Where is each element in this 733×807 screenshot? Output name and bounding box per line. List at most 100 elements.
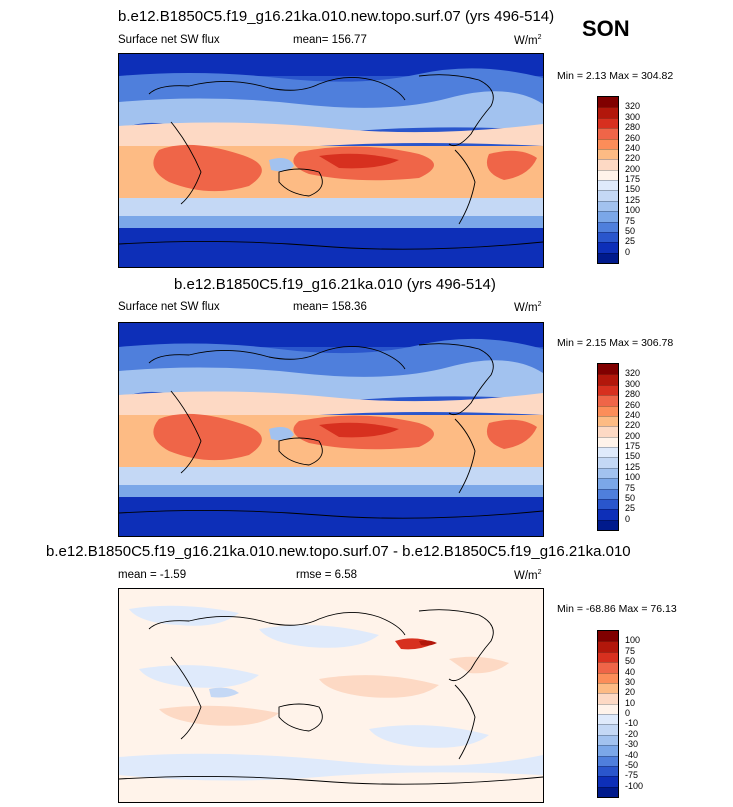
- panel3-colorbar-swatch: [598, 662, 618, 673]
- panel2-colorbar-tick: 50: [625, 492, 636, 503]
- panel3-colorbar-tick: 10: [625, 697, 636, 708]
- panel2-colorbar-tick: 0: [625, 513, 631, 524]
- panel1-units: W/m2: [514, 34, 542, 47]
- panel2-title: b.e12.B1850C5.f19_g16.21ka.010 (yrs 496-…: [174, 276, 496, 293]
- panel1-colorbar-tick: 320: [625, 101, 641, 112]
- panel2-colorbar-tick: 150: [625, 451, 641, 462]
- panel2-colorbar-swatch: [598, 426, 618, 437]
- panel1-colorbar-swatch: [598, 97, 618, 108]
- panel2-colorbar-tick: 25: [625, 503, 636, 514]
- panel1-colorbar-tick: 25: [625, 236, 636, 247]
- panel1-colorbar-tick: 240: [625, 142, 641, 153]
- panel2-units: W/m2: [514, 301, 542, 314]
- panel2-colorbar-tick: 280: [625, 389, 641, 400]
- season-label: SON: [582, 16, 630, 41]
- panel1-colorbar-swatch: [598, 138, 618, 149]
- panel2-colorbar-tick: 175: [625, 441, 641, 451]
- panel1-colorbar-tick: 100: [625, 205, 641, 216]
- panel2-colorbar-tick: 125: [625, 461, 641, 472]
- panel1-variable: Surface net SW flux: [118, 34, 220, 46]
- panel1-colorbar-tick: 0: [625, 246, 631, 257]
- panel3-colorbar-tick: 30: [625, 676, 636, 687]
- panel1-colorbar-tick: 200: [625, 163, 641, 174]
- panel2-colorbar-swatch: [598, 519, 618, 530]
- panel3-colorbar-swatch: [598, 734, 618, 746]
- panel3-mean: mean = -1.59: [118, 569, 187, 581]
- panel1-colorbar-swatch: [598, 128, 618, 139]
- panel2-colorbar-swatch: [598, 498, 618, 510]
- panel2-colorbar-swatch: [598, 509, 618, 520]
- panel1-colorbar-swatch: [598, 169, 618, 180]
- panel3-colorbar-tick: -40: [625, 749, 639, 760]
- panel1-colorbar-swatch: [598, 211, 618, 222]
- panel3-colorbar-swatch: [598, 651, 618, 663]
- panel3-colorbar-tick: 50: [625, 656, 636, 667]
- panel2-colorbar-swatch: [598, 405, 618, 416]
- panel3-colorbar-tick: 0: [625, 708, 631, 718]
- panel1-colorbar-swatch: [598, 231, 618, 243]
- panel3-colorbar-swatch: [598, 682, 618, 694]
- panel2-colorbar-tick: 260: [625, 399, 641, 410]
- panel2-colorbar-tick: 75: [625, 482, 636, 493]
- panel2-colorbar-swatch: [598, 447, 618, 458]
- panel1-colorbar-tick: 175: [625, 174, 641, 184]
- panel1-colorbar-swatch: [598, 242, 618, 253]
- panel3-colorbar-tick: 75: [625, 645, 636, 656]
- panel1-map: [118, 53, 544, 268]
- panel3-colorbar-tick: 40: [625, 666, 636, 677]
- panel1-colorbar-swatch: [598, 117, 618, 129]
- panel2-colorbar-tick: 100: [625, 472, 641, 483]
- panel2-colorbar-swatch: [598, 395, 618, 406]
- panel1-colorbar-swatch: [598, 252, 618, 263]
- panel3-colorbar-swatch: [598, 631, 618, 642]
- panel2-mean: mean= 158.36: [293, 301, 367, 313]
- panel2-colorbar-tick: 240: [625, 409, 641, 420]
- panel3-map: [118, 588, 544, 803]
- panel2-colorbar-swatch: [598, 415, 618, 427]
- panel2-colorbar-swatch: [598, 467, 618, 479]
- panel2-colorbar-tick: 300: [625, 378, 641, 389]
- panel1-colorbar-tick: 260: [625, 132, 641, 143]
- panel2-colorbar-swatch: [598, 374, 618, 385]
- panel3-colorbar-swatch: [598, 714, 618, 725]
- panel2-map: [118, 322, 544, 537]
- panel1-colorbar-swatch: [598, 190, 618, 201]
- panel2-colorbar-swatch: [598, 478, 618, 489]
- panel3-colorbar-swatch: [598, 693, 618, 704]
- panel1-colorbar-tick: 220: [625, 153, 641, 164]
- panel1-colorbar-tick: 125: [625, 194, 641, 205]
- panel3-units: W/m2: [514, 569, 542, 582]
- panel2-colorbar: [597, 363, 619, 531]
- panel3-colorbar: [597, 630, 619, 798]
- panel1-field: [119, 54, 543, 267]
- panel3-colorbar-swatch: [598, 672, 618, 683]
- panel1-colorbar-swatch: [598, 200, 618, 212]
- panel2-colorbar-swatch: [598, 436, 618, 447]
- panel3-rmse: rmse = 6.58: [296, 569, 358, 581]
- panel2-colorbar-swatch: [598, 488, 618, 499]
- panel3-colorbar-swatch: [598, 786, 618, 797]
- panel3-colorbar-tick: -20: [625, 728, 639, 739]
- panel3-colorbar-swatch: [598, 641, 618, 652]
- panel3-colorbar-tick: 20: [625, 687, 636, 698]
- panel1-minmax: Min = 2.13 Max = 304.82: [557, 70, 674, 82]
- panel1-mean: mean= 156.77: [293, 34, 367, 46]
- panel1-colorbar-tick: 280: [625, 122, 641, 133]
- panel3-colorbar-swatch: [598, 745, 618, 756]
- panel3-minmax: Min = -68.86 Max = 76.13: [557, 603, 677, 615]
- panel2-colorbar-tick: 200: [625, 430, 641, 441]
- panel1-colorbar: [597, 96, 619, 264]
- panel2-colorbar-tick: 320: [625, 368, 641, 379]
- panel1-colorbar-swatch: [598, 221, 618, 232]
- panel3-colorbar-swatch: [598, 703, 618, 714]
- panel3-colorbar-swatch: [598, 755, 618, 766]
- panel1-colorbar-swatch: [598, 159, 618, 170]
- panel1-colorbar-tick: 300: [625, 111, 641, 122]
- panel1-colorbar-swatch: [598, 148, 618, 160]
- panel3-colorbar-tick: -75: [625, 770, 639, 781]
- panel2-colorbar-swatch: [598, 384, 618, 396]
- panel1-colorbar-swatch: [598, 107, 618, 118]
- panel1-colorbar-tick: 50: [625, 225, 636, 236]
- panel3-colorbar-tick: 100: [625, 635, 641, 646]
- panel2-field: [119, 323, 543, 536]
